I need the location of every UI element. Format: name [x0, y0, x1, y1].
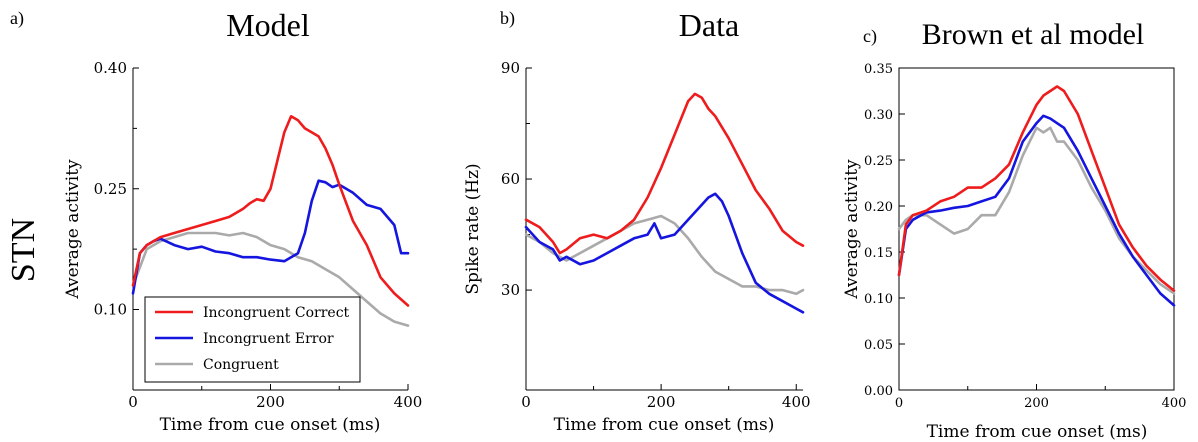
- legend: Incongruent Correct Incongruent Error Cong…: [144, 296, 361, 383]
- y-tick-label: 0.25: [94, 180, 127, 198]
- x-tick-label: 400: [394, 393, 423, 411]
- row-label-stn: STN: [5, 218, 42, 282]
- panel-letter: a): [10, 8, 24, 29]
- series-line-congruent: [131, 231, 410, 327]
- y-tick-label: 0.15: [864, 246, 893, 261]
- y-tick-label: 30: [501, 281, 520, 299]
- x-tick-label: 0: [521, 393, 531, 411]
- y-tick-label: 0.05: [864, 338, 893, 353]
- y-tick-label: 90: [501, 59, 520, 77]
- panel-title: Model: [226, 7, 310, 43]
- y-tick-label: 0.35: [864, 62, 893, 77]
- panel-b: b) Data 0 200 400 30 60 90 Time from cue onset (…: [463, 7, 811, 435]
- x-tick-label: 200: [647, 393, 676, 411]
- x-tick-label: 200: [256, 393, 285, 411]
- legend-entry: Incongruent Error: [203, 331, 334, 347]
- y-tick-label: 0.10: [94, 301, 127, 319]
- y-tick-label: 0.10: [864, 292, 893, 307]
- series-line-congruent: [897, 126, 1176, 295]
- x-tick-label: 0: [895, 396, 903, 411]
- series-line-incongruent-error: [131, 179, 410, 295]
- panel-letter: b): [500, 8, 515, 29]
- x-tick-label: 200: [1024, 396, 1049, 411]
- legend-entry: Incongruent Correct: [203, 305, 350, 321]
- x-axis-label: Time from cue onset (ms): [554, 415, 775, 435]
- y-tick-label: 0.25: [864, 154, 893, 169]
- y-axis-label: Average activity: [842, 159, 862, 300]
- series-line-incongruent-correct: [131, 115, 410, 307]
- legend-entry: Congruent: [203, 357, 279, 373]
- series-line-incongruent-correct: [524, 92, 805, 255]
- panel-a: a) Model 0 200 400 0.10 0.25 0.40 Time from cue …: [10, 7, 422, 435]
- panel-letter: c): [863, 26, 877, 47]
- y-axis-label: Spike rate (Hz): [463, 163, 483, 294]
- panel-c: c) Brown et al model 0 200 400 0.00 0.05 0.10 0.…: [842, 18, 1186, 442]
- x-axis-label: Time from cue onset (ms): [927, 422, 1148, 442]
- x-tick-label: 400: [782, 393, 811, 411]
- legend-box: [144, 296, 361, 383]
- series-line-incongruent-correct: [897, 85, 1176, 292]
- panel-title: Brown et al model: [922, 18, 1144, 51]
- x-tick-label: 400: [1162, 396, 1187, 411]
- y-tick-label: 0.20: [864, 200, 893, 215]
- y-tick-label: 0.00: [864, 384, 893, 399]
- y-tick-label: 60: [501, 170, 520, 188]
- x-axis-label: Time from cue onset (ms): [160, 415, 381, 435]
- y-tick-label: 0.40: [94, 59, 127, 77]
- series-line-incongruent-error: [897, 114, 1176, 307]
- axes-frame: [898, 67, 1175, 391]
- x-tick-label: 0: [128, 393, 138, 411]
- series-line-incongruent-error: [524, 192, 805, 314]
- series-line-congruent: [524, 214, 805, 296]
- y-axis-label: Average activity: [63, 159, 83, 300]
- y-tick-label: 0.30: [864, 108, 893, 123]
- panel-title: Data: [679, 7, 739, 43]
